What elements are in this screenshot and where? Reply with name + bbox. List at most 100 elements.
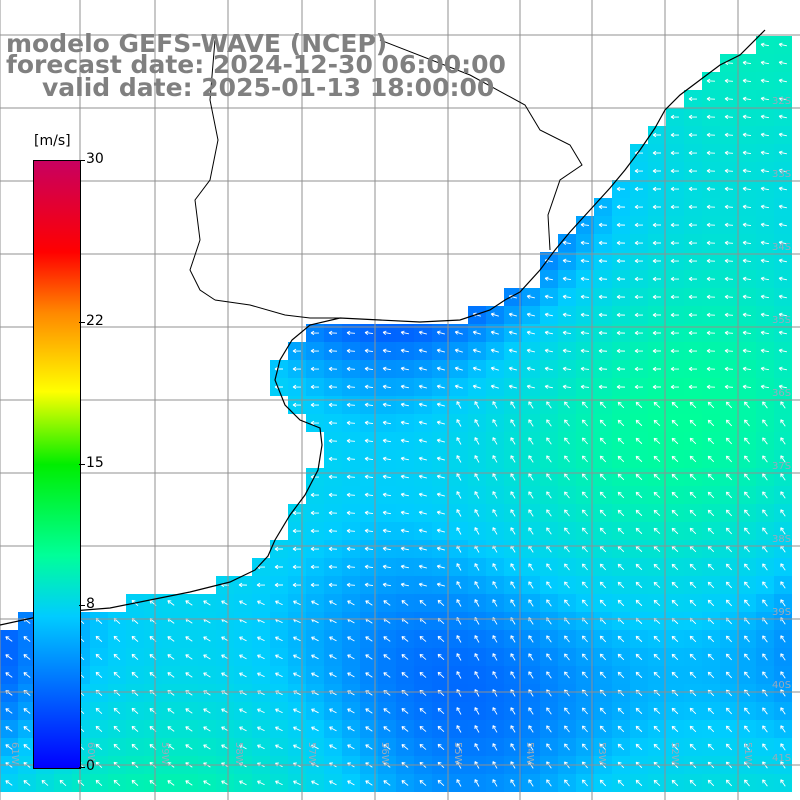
wind-arrow: [131, 743, 139, 750]
wind-arrow: [581, 743, 588, 751]
wind-arrow: [762, 707, 768, 715]
wind-arrow: [418, 582, 427, 587]
longitude-label: 59W: [159, 742, 170, 765]
wind-arrow: [436, 420, 445, 425]
wind-arrow: [528, 653, 534, 661]
wind-arrow: [744, 707, 750, 715]
wind-arrow: [508, 384, 517, 389]
wind-arrow: [418, 420, 427, 425]
wind-arrow: [725, 599, 733, 607]
wind-arrow: [744, 581, 750, 589]
wind-arrow: [671, 653, 679, 661]
wind-arrow: [762, 743, 768, 751]
wind-arrow: [113, 707, 121, 715]
wind-arrow: [707, 401, 715, 409]
wind-arrow: [562, 276, 572, 281]
wind-arrow: [599, 437, 607, 445]
wind-arrow: [275, 654, 283, 660]
wind-arrow: [437, 671, 445, 679]
wind-arrow: [185, 636, 193, 642]
wind-arrow: [203, 654, 211, 660]
wind-arrow: [310, 366, 320, 372]
wind-arrow: [598, 330, 608, 336]
wind-arrow: [382, 510, 392, 515]
wind-arrow: [760, 330, 770, 335]
wind-arrow: [652, 258, 662, 264]
wind-arrow: [562, 384, 572, 389]
wind-arrow: [635, 653, 643, 661]
wind-arrow: [724, 96, 734, 102]
wind-arrow: [581, 707, 588, 715]
wind-arrow: [472, 384, 481, 389]
wind-arrow: [528, 437, 534, 445]
wind-arrow: [780, 563, 786, 571]
wind-arrow: [257, 636, 265, 642]
wind-arrow: [437, 653, 445, 661]
wind-arrow: [528, 635, 534, 643]
wind-arrow: [546, 563, 552, 571]
wind-arrow: [113, 653, 121, 661]
wind-arrow: [456, 455, 462, 463]
wind-arrow: [311, 654, 319, 660]
latitude-label: 35S: [772, 315, 791, 326]
wind-arrow: [652, 384, 662, 390]
wind-arrow: [689, 419, 697, 427]
wind-arrow: [456, 563, 462, 571]
wind-arrow: [689, 401, 697, 409]
wind-arrow: [742, 150, 752, 156]
wind-arrow: [292, 528, 302, 534]
wind-arrow: [310, 384, 320, 390]
wind-arrow: [617, 527, 625, 535]
wind-arrow: [653, 509, 661, 517]
wind-arrow: [221, 744, 229, 750]
wind-arrow: [474, 707, 480, 715]
wind-arrow: [113, 725, 121, 733]
wind-arrow: [635, 581, 643, 589]
wind-arrow: [652, 222, 662, 228]
wind-arrow: [454, 366, 463, 371]
wind-arrow: [528, 473, 534, 481]
wind-arrow: [562, 330, 572, 335]
wind-arrow: [599, 491, 607, 499]
wind-arrow: [185, 672, 193, 678]
wind-arrow: [382, 384, 392, 389]
wind-arrow: [724, 132, 734, 138]
wind-arrow: [653, 419, 661, 427]
wind-arrow: [418, 546, 427, 551]
wind-arrow: [670, 348, 680, 354]
wind-arrow: [689, 635, 697, 643]
wind-arrow: [474, 599, 480, 607]
wind-arrow: [365, 708, 373, 714]
wind-arrow: [706, 258, 716, 264]
wind-arrow: [760, 186, 770, 191]
wind-arrow: [364, 528, 374, 534]
wind-arrow: [383, 654, 391, 660]
wind-arrow: [311, 636, 319, 642]
wind-arrow: [347, 708, 355, 714]
wind-arrow: [474, 437, 480, 445]
wind-arrow: [707, 581, 715, 589]
wind-arrow: [401, 708, 409, 714]
wind-arrow: [329, 636, 337, 642]
wind-arrow: [724, 168, 734, 174]
latitude-label: 39S: [772, 607, 791, 618]
wind-arrow: [581, 473, 588, 481]
wind-arrow: [616, 258, 626, 264]
wind-arrow: [671, 401, 679, 409]
wind-arrow: [472, 366, 481, 371]
wind-arrow: [347, 600, 355, 606]
wind-arrow: [400, 474, 410, 479]
wind-arrow: [617, 635, 625, 643]
wind-arrow: [581, 437, 588, 445]
wind-arrow: [762, 653, 768, 661]
wind-arrow: [744, 653, 750, 661]
wind-arrow: [653, 653, 661, 661]
wind-arrow: [131, 653, 139, 660]
wind-arrow: [492, 653, 498, 661]
wind-arrow: [23, 654, 31, 660]
wind-arrow: [329, 726, 337, 732]
wind-arrow: [365, 600, 373, 606]
wind-arrow: [492, 437, 498, 445]
wind-arrow: [653, 437, 661, 445]
wind-arrow: [257, 708, 265, 714]
